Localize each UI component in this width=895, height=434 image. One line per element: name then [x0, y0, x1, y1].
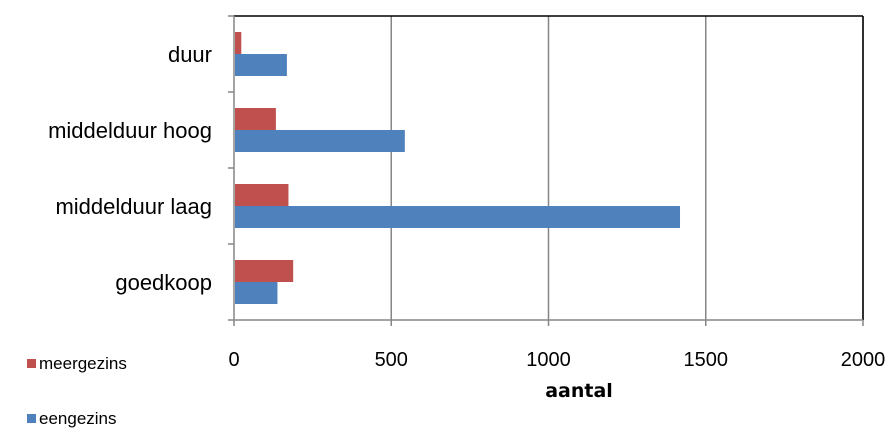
legend-swatch	[27, 414, 36, 423]
legend-swatch	[27, 359, 36, 368]
bar-eengezins	[235, 54, 287, 76]
legend-label: eengezins	[39, 409, 117, 428]
category-label: goedkoop	[115, 270, 212, 295]
x-tick-label: 1000	[526, 349, 571, 371]
bar-meergezins	[235, 260, 294, 282]
x-tick-label: 1500	[684, 349, 729, 371]
bar-meergezins	[235, 32, 242, 54]
legend: meergezins eengezins	[27, 354, 127, 428]
plot-area: 0 500 1000 1500 2000 goedkoop middelduur laag m…	[48, 15, 886, 371]
category-label: middelduur laag	[55, 194, 212, 219]
x-tick-label: 0	[228, 349, 239, 371]
bar-eengezins	[235, 206, 681, 228]
x-tick-label: 500	[375, 349, 408, 371]
bar-meergezins	[235, 108, 276, 130]
bar-eengezins	[235, 130, 405, 152]
bar-meergezins	[235, 184, 289, 206]
category-label: duur	[168, 42, 212, 67]
bar-eengezins	[235, 282, 278, 304]
legend-label: meergezins	[39, 354, 127, 373]
category-label: middelduur hoog	[48, 118, 212, 143]
x-axis-title: aantal	[545, 380, 613, 402]
x-tick-label: 2000	[841, 349, 886, 371]
